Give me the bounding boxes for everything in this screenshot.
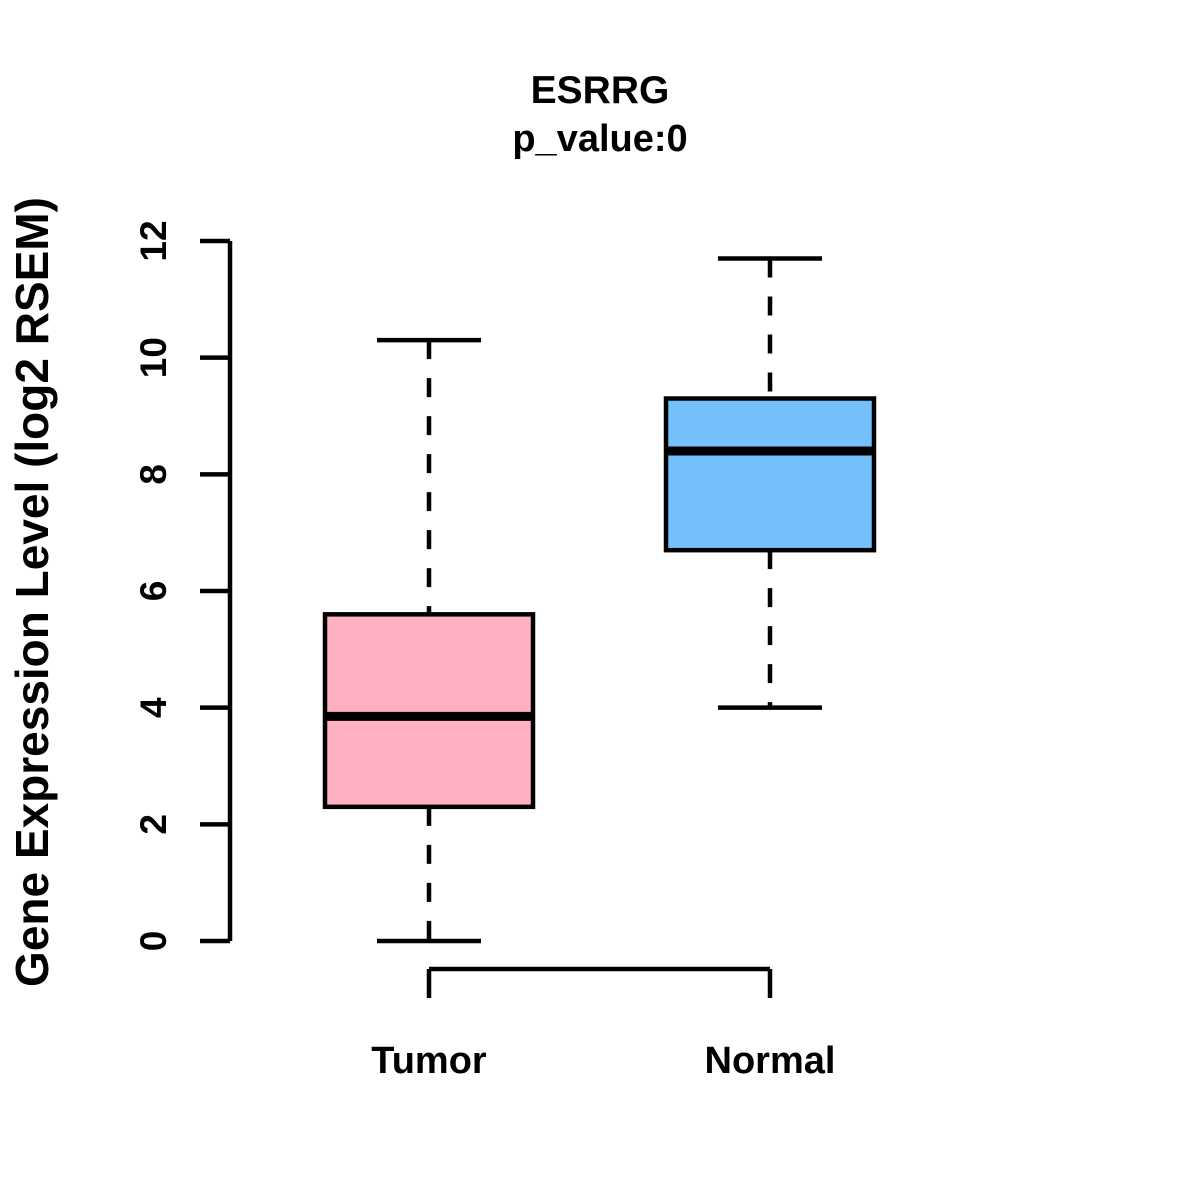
chart-subtitle: p_value:0	[512, 118, 687, 160]
y-axis-tick-label: 8	[133, 464, 174, 485]
iqr-box-normal	[663, 396, 877, 553]
x-axis-label-tumor: Tumor	[371, 1040, 487, 1082]
y-axis-tick-label: 2	[133, 814, 174, 835]
y-axis: 0 2 4 6 8 10 12	[133, 220, 233, 952]
x-axis-label-normal: Normal	[705, 1040, 836, 1082]
x-axis: Tumor Normal	[371, 966, 836, 1082]
y-axis-tick-label: 4	[133, 697, 174, 718]
y-axis-title: Gene Expression Level (log2 RSEM)	[6, 197, 58, 987]
box-group-normal	[663, 256, 877, 710]
iqr-box-tumor	[322, 612, 536, 810]
chart-title: ESRRG	[531, 69, 670, 112]
y-axis-tick-label: 10	[133, 337, 174, 378]
y-axis-tick-label: 12	[133, 220, 174, 261]
boxplot-boxes	[322, 256, 877, 944]
box-group-tumor	[322, 337, 536, 944]
y-axis-tick-label: 6	[133, 581, 174, 602]
y-axis-tick-label: 0	[133, 931, 174, 952]
